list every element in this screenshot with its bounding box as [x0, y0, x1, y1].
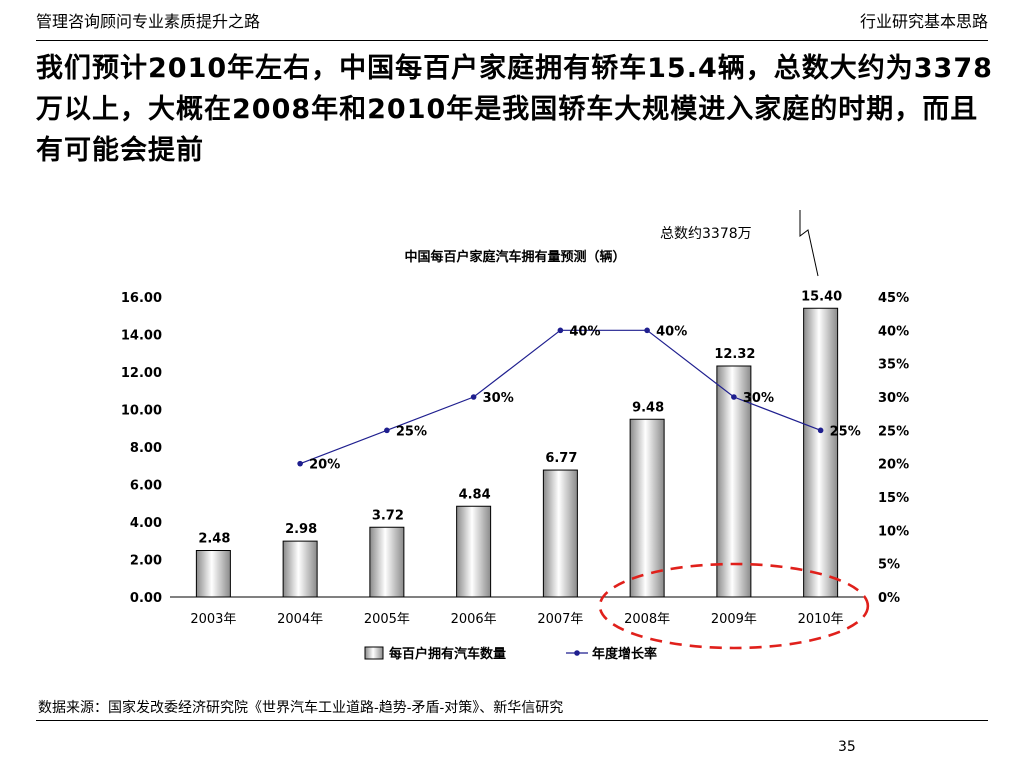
total-annotation: 总数约3378万	[660, 226, 752, 242]
growth-value-label: 30%	[743, 391, 774, 406]
chart: 中国每百户家庭汽车拥有量预测（辆） 总数约3378万 0.00 2.00 4.00 6.0…	[121, 210, 909, 662]
y-right-tick-label: 15%	[878, 491, 909, 506]
growth-value-label: 40%	[656, 324, 687, 339]
growth-value-label: 25%	[830, 424, 861, 439]
y-left-tick-label: 0.00	[130, 591, 162, 606]
growth-value-label: 25%	[396, 424, 427, 439]
x-tick-label: 2003年	[190, 612, 236, 627]
growth-point	[470, 394, 477, 400]
bar-value-label: 2.48	[198, 532, 230, 547]
bar	[716, 365, 752, 598]
growth-point	[644, 327, 650, 334]
growth-point	[557, 327, 564, 334]
legend-line-label: 年度增长率	[592, 646, 657, 662]
bar-value-label: 3.72	[372, 508, 404, 523]
y-right-tick-label: 30%	[878, 391, 909, 406]
bar	[195, 550, 231, 598]
growth-point	[817, 427, 824, 434]
x-tick-label: 2004年	[277, 612, 323, 627]
x-tick-label: 2007年	[537, 612, 583, 627]
bar-value-label: 4.84	[459, 487, 491, 502]
x-tick-label: 2009年	[711, 612, 757, 627]
bar-value-label: 6.77	[545, 451, 577, 466]
y-right-tick-label: 10%	[878, 524, 909, 539]
legend-bar-swatch	[364, 646, 384, 660]
highlight-ellipse	[598, 562, 870, 650]
slide-headline: 我们预计2010年左右，中国每百户家庭拥有轿车15.4辆，总数大约为3378万以…	[36, 53, 993, 166]
y-right-tick-label: 0%	[878, 591, 900, 606]
bar	[542, 469, 578, 598]
y-left-tick-label: 4.00	[130, 516, 162, 531]
y-left-tick-label: 8.00	[130, 441, 162, 456]
growth-point	[384, 427, 390, 434]
data-source: 数据来源：国家发改委经济研究院《世界汽车工业道路-趋势-矛盾-对策》、新华信研究	[38, 700, 564, 716]
x-tick-label: 2008年	[624, 612, 670, 627]
bar	[282, 540, 318, 598]
y-right-tick-label: 20%	[878, 458, 909, 473]
y-right-tick-label: 45%	[878, 291, 909, 306]
bar	[629, 418, 665, 598]
x-tick-label: 2006年	[451, 612, 497, 627]
y-left-tick-label: 6.00	[130, 479, 162, 494]
bar-value-label: 2.98	[285, 522, 317, 537]
bar	[456, 505, 492, 598]
legend-line-marker	[574, 650, 580, 656]
growth-value-label: 20%	[309, 458, 340, 473]
bar	[369, 526, 405, 598]
y-left-tick-label: 14.00	[121, 329, 162, 344]
legend-bar-label: 每百户拥有汽车数量	[389, 646, 506, 662]
growth-value-label: 30%	[483, 391, 514, 406]
y-left-tick-label: 10.00	[121, 404, 162, 419]
bar-value-label: 12.32	[714, 347, 755, 362]
header-divider	[36, 40, 988, 41]
header-left-title: 管理咨询顾问专业素质提升之路	[36, 12, 261, 31]
y-left-tick-label: 2.00	[130, 554, 162, 569]
growth-point	[731, 394, 737, 400]
y-right-tick-label: 5%	[878, 558, 900, 573]
chart-title: 中国每百户家庭汽车拥有量预测（辆）	[404, 249, 625, 265]
y-left-tick-label: 12.00	[121, 366, 162, 381]
annotation-leader-line	[799, 210, 819, 277]
x-tick-label: 2010年	[798, 612, 844, 627]
y-right-tick-label: 35%	[878, 358, 909, 373]
page-number: 35	[838, 739, 856, 755]
growth-point	[297, 460, 303, 467]
bar-value-label: 9.48	[632, 400, 664, 415]
growth-value-label: 40%	[569, 324, 600, 339]
bar-value-label: 15.40	[801, 289, 842, 304]
y-right-tick-label: 40%	[878, 324, 909, 339]
x-tick-label: 2005年	[364, 612, 410, 627]
header-right-title: 行业研究基本思路	[859, 12, 988, 31]
footer-divider	[36, 720, 988, 721]
bar	[803, 307, 839, 598]
y-right-tick-label: 25%	[878, 424, 909, 439]
y-left-tick-label: 16.00	[121, 291, 162, 306]
